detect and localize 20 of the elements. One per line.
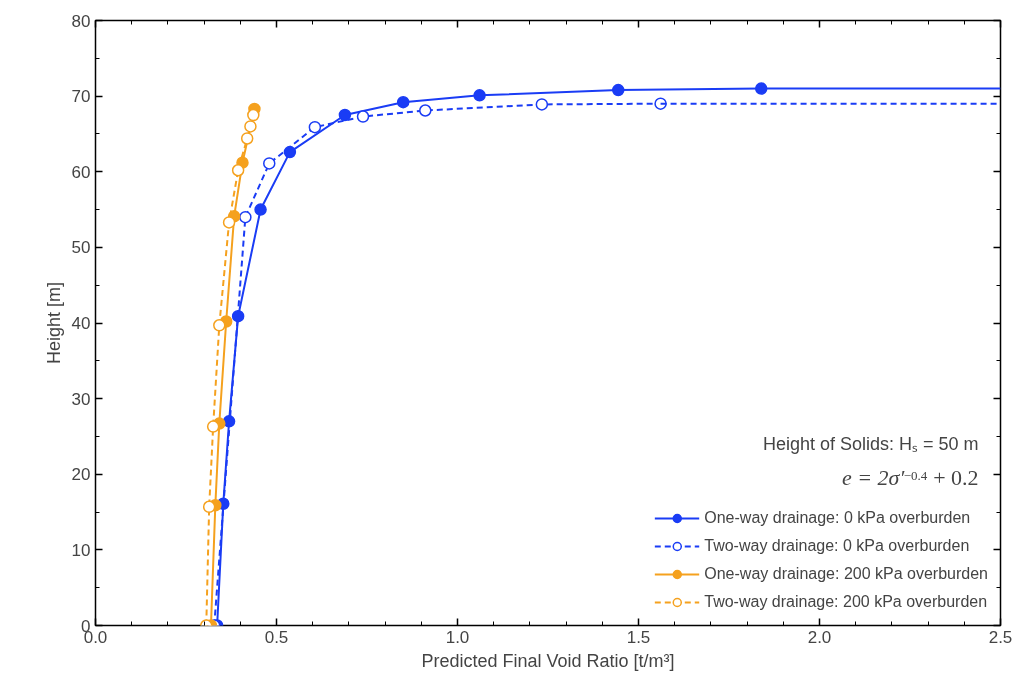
y-axis-title: Height [m] [43,281,64,365]
y-tick-label: 10 [71,540,91,560]
y-tick-label: 40 [71,314,91,333]
legend-label: One-way drainage: 0 kPa overburden [704,508,971,528]
legend-label: One-way drainage: 200 kPa overburden [704,564,988,584]
y-tick-label: 50 [71,238,91,258]
x-tick-label: 1.0 [445,627,470,647]
y-tick-label: 20 [71,465,91,485]
legend-label: Two-way drainage: 200 kPa overburden [704,592,988,612]
x-axis-title: Predicted Final Void Ratio [t/m³] [421,650,675,671]
annotation: Height of Solids: Hₛ = 50 m [762,433,979,454]
y-tick-label: 30 [71,389,91,409]
x-tick-label: 0.5 [264,627,289,647]
y-tick-label: 70 [71,87,91,107]
legend-label: Two-way drainage: 0 kPa overburden [704,536,970,556]
y-tick-label: 60 [71,162,91,182]
x-tick-label: 2.5 [988,627,1013,647]
x-tick-label: 2.0 [807,627,832,647]
x-tick-label: 1.5 [626,627,651,647]
y-tick-label: 80 [71,11,91,31]
